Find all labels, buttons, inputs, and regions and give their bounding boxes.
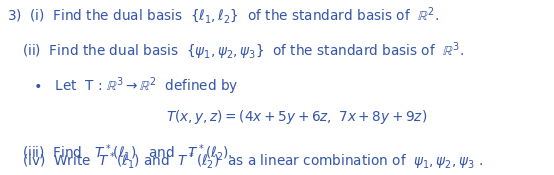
- Text: $T(x, y, z) = (4x + 5y + 6z,\ 7x + 8y + 9z)$: $T(x, y, z) = (4x + 5y + 6z,\ 7x + 8y + …: [166, 108, 428, 127]
- Text: $\bullet$   Let  T : $\mathbb{R}^3 \rightarrow \mathbb{R}^2$  defined by: $\bullet$ Let T : $\mathbb{R}^3 \rightar…: [33, 75, 239, 97]
- Text: (ii)  Find the dual basis  {$\psi_1, \psi_2, \psi_3$}  of the standard basis of : (ii) Find the dual basis {$\psi_1, \psi_…: [22, 40, 464, 62]
- Text: (iv)  Write  $T^*(\ell_1)$ and  $T^*(\ell_2)$  as a linear combination of  $\psi: (iv) Write $T^*(\ell_1)$ and $T^*(\ell_2…: [22, 150, 483, 172]
- Text: (iii)  Find   $T^*(\ell_1)$   and   $T^*(\ell_2)$.: (iii) Find $T^*(\ell_1)$ and $T^*(\ell_2…: [22, 142, 233, 163]
- Text: 3)  (i)  Find the dual basis  {$\ell_1, \ell_2$}  of the standard basis of  $\ma: 3) (i) Find the dual basis {$\ell_1, \el…: [7, 5, 439, 26]
